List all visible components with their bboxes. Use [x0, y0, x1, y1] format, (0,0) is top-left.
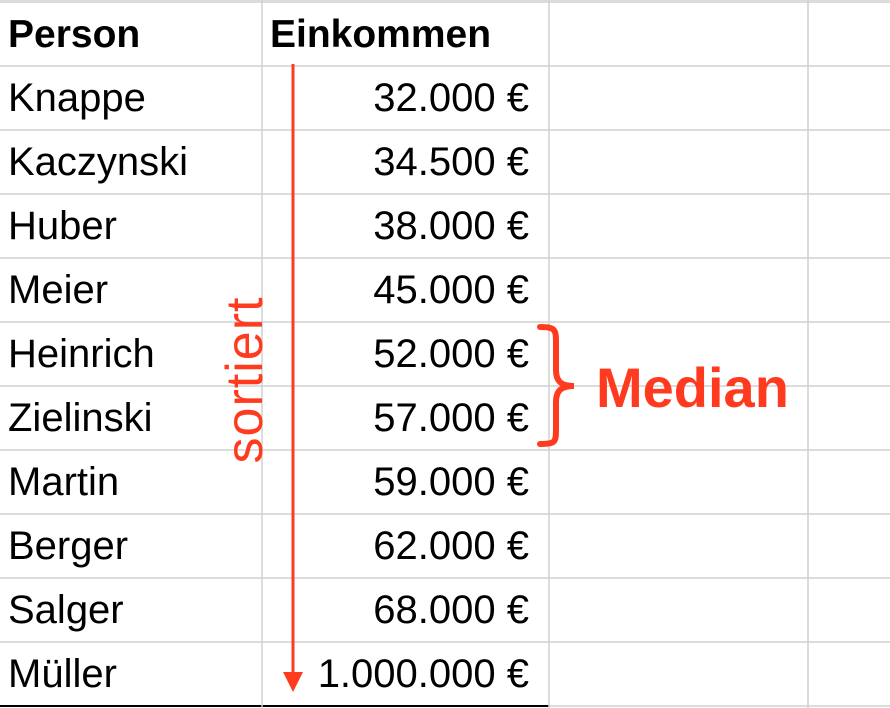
cell-income[interactable]: 34.500 € — [373, 140, 529, 184]
median-brace — [537, 324, 575, 447]
cell-person[interactable]: Berger — [8, 524, 129, 568]
cell-income[interactable]: 57.000 € — [373, 396, 529, 440]
cell-person[interactable]: Meier — [8, 268, 109, 312]
cell-person[interactable]: Kaczynski — [8, 140, 189, 184]
cell-income[interactable]: 32.000 € — [373, 76, 529, 120]
header-person[interactable]: Person — [8, 13, 141, 56]
cell-income[interactable]: 52.000 € — [373, 332, 529, 376]
cell-person[interactable]: Zielinski — [8, 396, 153, 440]
cell-income[interactable]: 59.000 € — [373, 460, 529, 504]
median-annotation: Median — [596, 356, 789, 419]
cell-income[interactable]: 68.000 € — [373, 588, 529, 632]
cell-income[interactable]: 62.000 € — [373, 524, 529, 568]
sorted-annotation: sortiert — [216, 296, 274, 464]
sort-arrow-head — [283, 672, 303, 692]
cell-person[interactable]: Müller — [8, 652, 117, 696]
cell-person[interactable]: Huber — [8, 204, 117, 248]
cell-person[interactable]: Heinrich — [8, 332, 155, 376]
cell-person[interactable]: Martin — [8, 460, 120, 504]
cell-person[interactable]: Knappe — [8, 76, 146, 120]
cell-income[interactable]: 1.000.000 € — [317, 652, 529, 696]
header-einkommen[interactable]: Einkommen — [270, 13, 492, 56]
cell-person[interactable]: Salger — [8, 588, 124, 632]
cell-income[interactable]: 38.000 € — [373, 204, 529, 248]
cell-income[interactable]: 45.000 € — [373, 268, 529, 312]
